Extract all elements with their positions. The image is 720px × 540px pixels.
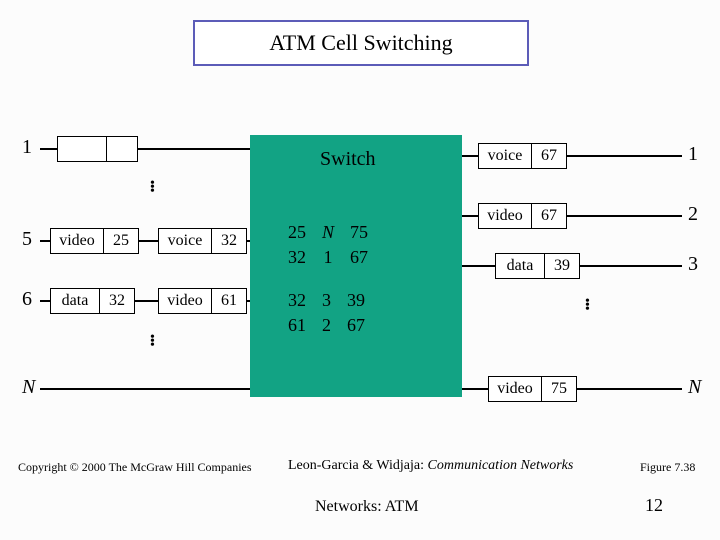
packet-cell	[57, 136, 138, 162]
footer-page: 12	[645, 495, 663, 516]
left-port-num: 6	[22, 288, 32, 311]
table-cell: 67	[342, 245, 376, 270]
left-port-num: 5	[22, 228, 32, 251]
table-cell: 67	[339, 313, 373, 338]
title-text: ATM Cell Switching	[269, 30, 452, 55]
title-box: ATM Cell Switching	[193, 20, 529, 66]
cell-part: video	[489, 377, 542, 401]
packet-cell: voice67	[478, 143, 567, 169]
cell-part	[107, 137, 137, 161]
right-port-num: 1	[688, 143, 698, 166]
cell-part: video	[479, 204, 532, 228]
table-cell: 3	[314, 288, 339, 313]
table-cell: 61	[280, 313, 314, 338]
right-port-num: 3	[688, 253, 698, 276]
packet-cell: video25	[50, 228, 139, 254]
cell-part	[58, 137, 107, 161]
cell-part: 32	[212, 229, 246, 253]
table-cell: 32	[280, 288, 314, 313]
cell-part: 39	[545, 254, 579, 278]
table-cell: 25	[280, 220, 314, 245]
lookup-table-2: 32339 61267	[280, 288, 373, 338]
cell-part: video	[51, 229, 104, 253]
left-port-num: N	[22, 376, 35, 399]
cell-part: data	[496, 254, 545, 278]
cell-part: voice	[479, 144, 532, 168]
packet-cell: data39	[495, 253, 580, 279]
cell-part: 67	[532, 144, 566, 168]
left-port-line	[40, 388, 250, 390]
cell-part: voice	[159, 229, 212, 253]
table-cell: 39	[339, 288, 373, 313]
footer-cite-plain: Leon-Garcia & Widjaja:	[288, 458, 428, 473]
table-cell: 32	[280, 245, 314, 270]
cell-part: data	[51, 289, 100, 313]
footer-citation: Leon-Garcia & Widjaja: Communication Net…	[288, 458, 573, 474]
packet-cell: voice32	[158, 228, 247, 254]
right-port-num: 2	[688, 203, 698, 226]
cell-part: 67	[532, 204, 566, 228]
table-cell: 1	[314, 245, 342, 270]
packet-cell: video75	[488, 376, 577, 402]
cell-part: 61	[212, 289, 246, 313]
table-cell: 2	[314, 313, 339, 338]
footer-cite-italic: Communication Networks	[428, 458, 574, 473]
table-cell: 75	[342, 220, 376, 245]
lookup-table-1: 25N75 32167	[280, 220, 376, 270]
vdots-icon: •••	[150, 336, 155, 348]
footer-copyright: Copyright © 2000 The McGraw Hill Compani…	[18, 460, 252, 475]
cell-part: 25	[104, 229, 138, 253]
packet-cell: data32	[50, 288, 135, 314]
packet-cell: video61	[158, 288, 247, 314]
left-port-num: 1	[22, 136, 32, 159]
cell-part: video	[159, 289, 212, 313]
right-port-num: N	[688, 376, 701, 399]
cell-part: 75	[542, 377, 576, 401]
switch-label: Switch	[320, 148, 376, 171]
table-cell: N	[314, 220, 342, 245]
cell-part: 32	[100, 289, 134, 313]
packet-cell: video67	[478, 203, 567, 229]
vdots-icon: •••	[585, 300, 590, 312]
vdots-icon: •••	[150, 182, 155, 194]
footer-figure: Figure 7.38	[640, 460, 695, 475]
footer-caption: Networks: ATM	[315, 498, 419, 516]
